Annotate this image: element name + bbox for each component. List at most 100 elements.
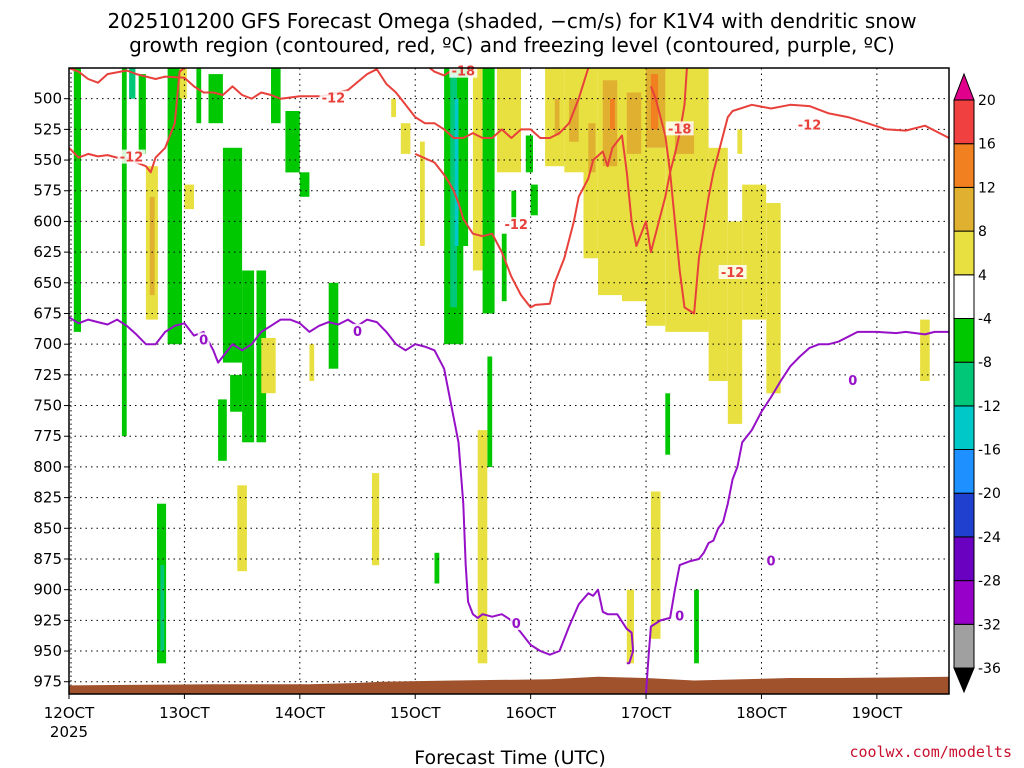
x-tick-sublabel-12OCT: 2025	[50, 723, 88, 741]
colorbar-box-4	[953, 449, 975, 494]
contour-label-10: 0	[675, 610, 684, 625]
omega-cell-32	[454, 98, 459, 246]
y-tick-label-550: 550	[33, 151, 62, 169]
contour-lines	[69, 68, 949, 694]
omega-cell-8	[167, 68, 182, 345]
omega-cell-11	[196, 68, 202, 124]
contour-label-bg-11	[765, 553, 778, 568]
omega-cell-34	[472, 68, 483, 271]
contour-label-bg-7	[197, 332, 210, 347]
colorbar-box-9	[953, 230, 975, 276]
omega-cell-53	[626, 92, 642, 154]
y-tick-label-750: 750	[33, 397, 62, 415]
colorbar-arrow-bottom	[953, 667, 975, 694]
colorbar-box-10	[953, 186, 975, 232]
contour-label-8: 0	[353, 325, 362, 340]
omega-cell-16	[237, 485, 247, 572]
omega-cell-66	[665, 393, 671, 455]
omega-cell-68	[920, 319, 930, 381]
omega-cell-19	[261, 338, 276, 394]
omega-cell-21	[285, 111, 300, 173]
y-tick-label-975: 975	[33, 673, 62, 691]
y-axis: 500 525 550 575 600 625 650 675 700 725 750 775 800 8…	[33, 90, 69, 691]
x-tick-label-19OCT: 19OCT	[852, 704, 903, 722]
contour-label-bg-5	[718, 264, 747, 279]
omega-cell-27	[400, 123, 411, 154]
plot-area: -12 -12 -18 -12 -18 -12 -12 0 0 0 0 0 0	[68, 63, 950, 695]
omega-cell-14	[222, 147, 243, 363]
y-tick-label-725: 725	[33, 366, 62, 384]
omega-cell-5	[149, 196, 155, 296]
contour-label-bg-2	[449, 63, 478, 78]
x-tick-label-16OCT: 16OCT	[505, 704, 556, 722]
y-tick-label-625: 625	[33, 243, 62, 261]
contour-label-4: -18	[668, 122, 692, 137]
contour-label-1: -12	[120, 151, 144, 166]
contour-label-7: 0	[199, 333, 208, 348]
contour-label-0: -12	[322, 92, 346, 107]
omega-cell-63	[694, 589, 699, 664]
colorbar-label--36: -36	[978, 661, 1001, 677]
omega-cell-26	[391, 98, 396, 118]
omega-cell-62	[766, 203, 781, 394]
x-tick-label-13OCT: 13OCT	[159, 704, 210, 722]
contour-label-11: 0	[767, 554, 776, 569]
contour-line-3	[414, 68, 688, 309]
omega-cell-0	[73, 68, 81, 332]
colorbar-label--16: -16	[978, 443, 1001, 459]
omega-cell-17	[242, 270, 255, 443]
credit-link[interactable]: coolwx.com/modelts	[849, 743, 1012, 761]
omega-cell-15	[230, 374, 243, 412]
colorbar-label-16: 16	[978, 137, 996, 153]
omega-cell-59	[708, 147, 728, 381]
colorbar-box-8	[953, 274, 975, 319]
y-tick-label-825: 825	[33, 489, 62, 507]
colorbar-label--4: -4	[978, 312, 992, 328]
colorbar-box-0	[953, 623, 975, 669]
omega-cell-22	[299, 172, 310, 197]
contour-label-bg-8	[351, 323, 364, 338]
omega-cell-44	[554, 98, 560, 136]
colorbar-label-8: 8	[978, 224, 987, 240]
omega-cell-57	[665, 68, 709, 332]
contour-label-bg-1	[117, 149, 146, 164]
colorbar: -36 -32 -28 -24 -20 -16 -12 -8 -4 4 8 12 16 20	[953, 72, 1001, 694]
omega-cell-65	[626, 589, 634, 664]
y-tick-label-600: 600	[33, 212, 62, 230]
chart-title-line-2: growth region (contoured, red, ºC) and f…	[129, 33, 895, 57]
contour-label-bg-3	[502, 217, 531, 232]
y-tick-label-900: 900	[33, 581, 62, 599]
colorbar-label--8: -8	[978, 355, 992, 371]
colorbar-box-12	[953, 99, 975, 145]
omega-cell-56	[650, 74, 659, 130]
x-tick-label-15OCT: 15OCT	[390, 704, 441, 722]
omega-cell-12	[208, 74, 223, 124]
omega-cell-29	[434, 552, 440, 584]
x-axis-label: Forecast Time (UTC)	[414, 747, 605, 768]
omega-cell-67	[737, 129, 743, 154]
omega-cell-40	[511, 190, 517, 222]
colorbar-box-2	[953, 536, 975, 582]
x-tick-label-12OCT: 12OCT	[44, 704, 95, 722]
omega-cell-38	[497, 68, 521, 173]
y-tick-label-675: 675	[33, 304, 62, 322]
colorbar-box-3	[953, 492, 975, 538]
colorbar-label-20: 20	[978, 93, 996, 109]
contour-label-12: 0	[848, 374, 857, 389]
plot-frame	[68, 67, 950, 695]
colorbar-label--28: -28	[978, 574, 1001, 590]
omega-cell-13	[218, 399, 227, 461]
contour-label-bg-0	[319, 90, 348, 105]
y-tick-label-575: 575	[33, 182, 62, 200]
omega-cell-25	[372, 473, 380, 566]
colorbar-label--20: -20	[978, 486, 1001, 502]
omega-cell-64	[650, 491, 661, 639]
omega-cell-28	[420, 141, 425, 246]
omega-cell-41	[525, 135, 533, 173]
omega-shading	[73, 68, 930, 664]
colorbar-label--12: -12	[978, 399, 1001, 415]
omega-cell-23	[309, 344, 315, 381]
contour-line-0	[69, 68, 590, 139]
y-tick-label-950: 950	[33, 642, 62, 660]
